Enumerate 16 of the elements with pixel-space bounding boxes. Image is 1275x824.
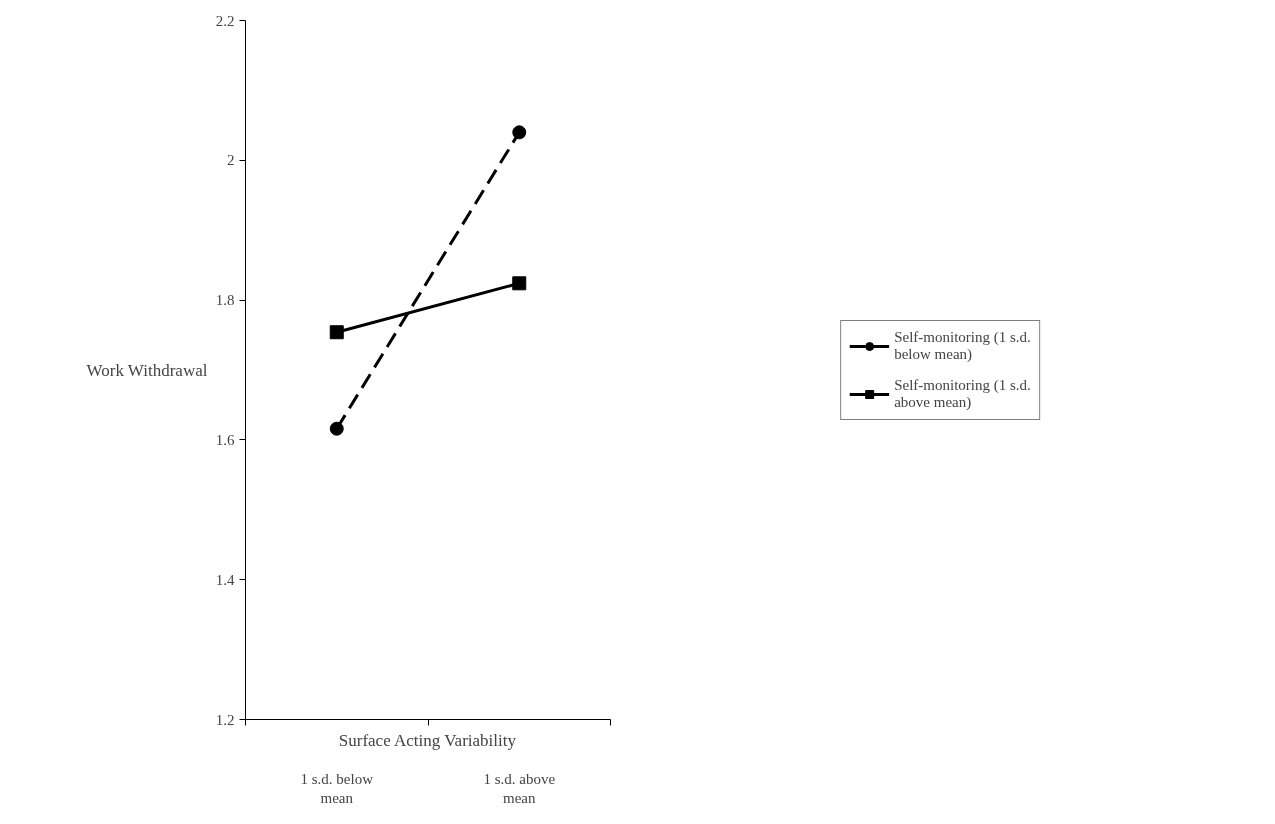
y-axis-title: Work Withdrawal bbox=[86, 360, 208, 380]
y-tick-label: 1.6 bbox=[215, 431, 235, 448]
point bbox=[329, 325, 344, 340]
point bbox=[329, 421, 344, 436]
y-tick-label: 1.2 bbox=[215, 711, 235, 728]
y-tick-label: 2 bbox=[227, 152, 235, 169]
y-tick-label: 1.4 bbox=[215, 571, 235, 588]
x-tick-label: 1 s.d. above mean bbox=[483, 770, 556, 806]
point bbox=[512, 276, 527, 291]
legend-label: Self-monitoring (1 s.d. above mean) bbox=[894, 376, 1031, 411]
point bbox=[512, 125, 527, 140]
x-tick-label: 1 s.d. below mean bbox=[300, 770, 374, 806]
legend-label: Self-monitoring (1 s.d. below mean) bbox=[894, 328, 1031, 363]
y-tick-label: 2.2 bbox=[215, 12, 235, 29]
y-tick-label: 1.8 bbox=[215, 292, 235, 309]
x-axis-title: Surface Acting Variability bbox=[338, 730, 517, 750]
